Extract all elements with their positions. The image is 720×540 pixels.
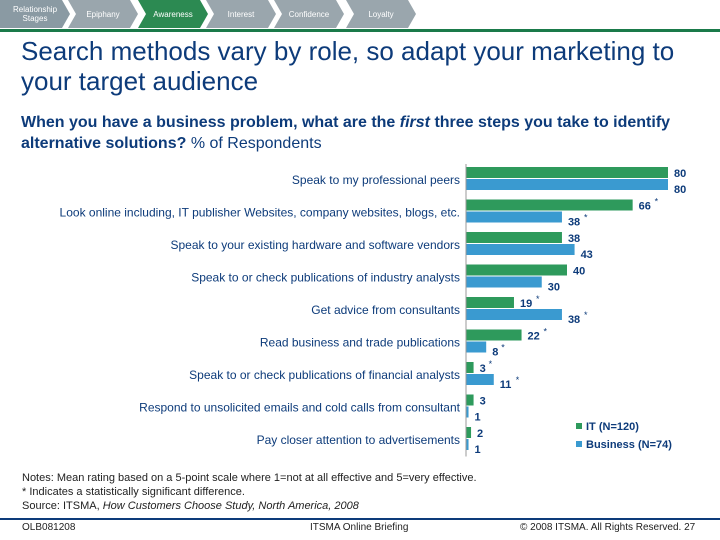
note-line-1: Notes: Mean rating based on a 5-point sc… bbox=[22, 472, 477, 484]
category-label: Get advice from consultants bbox=[311, 303, 460, 317]
note-line-2: * Indicates a statistically significant … bbox=[22, 486, 245, 498]
bar-it bbox=[466, 297, 514, 308]
significance-marker: * bbox=[501, 343, 505, 353]
bar-business bbox=[466, 374, 494, 385]
data-label: 38 bbox=[568, 233, 580, 245]
data-label: 80 bbox=[674, 168, 686, 180]
question-suffix: % of Respondents bbox=[186, 135, 322, 152]
stage-navigation: Relationship Stages Epiphany Awareness Inte… bbox=[0, 0, 720, 30]
stage-label: Loyalty bbox=[368, 9, 394, 19]
data-label: 38 bbox=[568, 217, 580, 229]
bar-it bbox=[466, 232, 562, 243]
footer-center: ITSMA Online Briefing bbox=[310, 522, 409, 533]
stage-label: Interest bbox=[227, 9, 255, 19]
data-label: 3 bbox=[480, 363, 486, 375]
significance-marker: * bbox=[544, 327, 548, 337]
category-label: Pay closer attention to advertisements bbox=[257, 433, 460, 447]
category-label: Look online including, IT publisher Webs… bbox=[60, 206, 460, 220]
data-label: 40 bbox=[573, 266, 585, 278]
data-label: 3 bbox=[480, 396, 486, 408]
legend-swatch bbox=[576, 441, 582, 447]
data-label: 30 bbox=[548, 282, 560, 294]
bar-business bbox=[466, 244, 575, 255]
stage-label: Confidence bbox=[288, 9, 330, 19]
bar-it bbox=[466, 329, 522, 341]
category-label: Speak to my professional peers bbox=[292, 173, 460, 187]
source-prefix: Source: ITSMA, bbox=[22, 500, 103, 512]
bar-it bbox=[466, 167, 668, 178]
stage-tab-2[interactable]: Epiphany bbox=[68, 0, 138, 28]
significance-marker: * bbox=[536, 294, 540, 304]
bar-business bbox=[466, 406, 469, 418]
data-label: 1 bbox=[475, 412, 481, 424]
legend-label: IT (N=120) bbox=[586, 421, 639, 433]
category-label: Speak to or check publications of financ… bbox=[189, 368, 460, 382]
stage-label: Relationship Stages bbox=[12, 5, 58, 23]
significance-marker: * bbox=[584, 213, 588, 223]
slide-title: Search methods vary by role, so adapt yo… bbox=[21, 36, 675, 96]
stage-chevron bbox=[274, 0, 344, 28]
data-label: 66 bbox=[639, 201, 651, 213]
bar-business bbox=[466, 276, 542, 288]
bar-business bbox=[466, 179, 668, 190]
category-label: Read business and trade publications bbox=[260, 336, 460, 350]
data-label: 22 bbox=[528, 331, 540, 343]
footer-code: OLB081208 bbox=[22, 522, 76, 533]
bar-it bbox=[466, 264, 567, 276]
stage-label: Awareness bbox=[153, 9, 193, 19]
data-label: 1 bbox=[475, 444, 481, 456]
bar-business bbox=[466, 439, 469, 450]
bar-business bbox=[466, 211, 562, 223]
data-label: 38 bbox=[568, 314, 580, 326]
stage-tab-6[interactable]: Loyalty bbox=[346, 0, 416, 28]
legend-label: Business (N=74) bbox=[586, 439, 672, 451]
footer-copyright: © 2008 ITSMA. All Rights Reserved. 27 bbox=[520, 522, 696, 533]
source-title: How Customers Choose Study, North Americ… bbox=[102, 500, 359, 512]
question-emphasis: first bbox=[399, 114, 430, 131]
stage-tab-1[interactable]: Relationship Stages bbox=[0, 0, 70, 28]
stage-chevron bbox=[206, 0, 276, 28]
data-label: 11 bbox=[500, 379, 512, 391]
stage-chevron bbox=[0, 0, 70, 28]
question-text: When you have a business problem, what a… bbox=[21, 114, 400, 131]
bar-chart: Speak to my professional peers 80 80 Look o… bbox=[60, 164, 686, 457]
stage-chevron bbox=[138, 0, 208, 28]
data-label: 80 bbox=[674, 184, 686, 196]
data-label: 8 bbox=[492, 347, 498, 359]
stage-label: Epiphany bbox=[86, 9, 120, 19]
notes: Notes: Mean rating based on a 5-point sc… bbox=[22, 471, 477, 513]
significance-marker: * bbox=[489, 359, 493, 369]
category-label: Speak to your existing hardware and soft… bbox=[171, 238, 461, 252]
legend-swatch bbox=[576, 423, 582, 429]
survey-question: When you have a business problem, what a… bbox=[21, 112, 711, 154]
stage-tab-3[interactable]: Awareness bbox=[138, 0, 208, 28]
stage-chevron bbox=[68, 0, 138, 28]
significance-marker: * bbox=[655, 197, 659, 207]
question-text-2: three steps you take to identify alterna… bbox=[21, 114, 671, 152]
nav-divider bbox=[0, 29, 720, 32]
category-label: Speak to or check publications of indust… bbox=[191, 271, 460, 285]
stage-tab-5[interactable]: Confidence bbox=[274, 0, 344, 28]
stage-tab-4[interactable]: Interest bbox=[206, 0, 276, 28]
data-label: 19 bbox=[520, 298, 532, 310]
bar-it bbox=[466, 362, 474, 373]
footer-divider bbox=[0, 518, 720, 520]
stage-chevron bbox=[346, 0, 416, 28]
bar-business bbox=[466, 309, 562, 320]
data-label: 2 bbox=[477, 428, 483, 440]
data-label: 43 bbox=[581, 249, 593, 261]
bar-business bbox=[466, 341, 487, 353]
significance-marker: * bbox=[516, 375, 520, 385]
significance-marker: * bbox=[584, 310, 588, 320]
category-label: Respond to unsolicited emails and cold c… bbox=[139, 401, 461, 415]
bar-it bbox=[466, 427, 472, 438]
source-line: Source: ITSMA, How Customers Choose Stud… bbox=[22, 499, 477, 513]
bar-it bbox=[466, 394, 474, 406]
bar-it bbox=[466, 199, 633, 211]
